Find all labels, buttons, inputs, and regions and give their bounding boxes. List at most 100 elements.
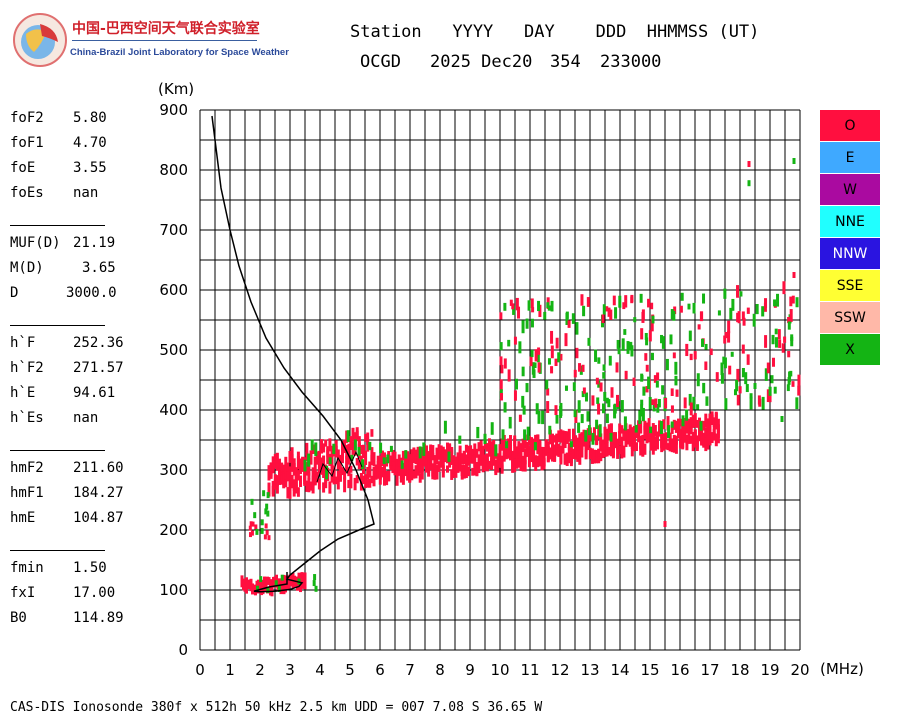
f-layer-o-echo	[517, 455, 521, 468]
f-layer-o-echo	[523, 460, 527, 472]
f-layer-o-echo	[672, 438, 676, 453]
legend-x: X	[820, 334, 880, 365]
f-layer-o-echo	[376, 455, 380, 470]
f-layer-o-echo	[641, 440, 645, 450]
multi-hop-echo	[787, 350, 791, 358]
param-value: 3000.0	[66, 285, 117, 301]
f-layer-o-echo	[441, 446, 445, 457]
f-layer-o-echo	[555, 433, 559, 448]
f-layer-x-echo	[523, 429, 527, 441]
f-layer-o-echo	[437, 461, 441, 472]
multi-hop-echo	[789, 296, 793, 307]
x-tick-label: 20	[790, 661, 809, 679]
multi-hop-echo	[550, 300, 554, 312]
f-layer-o-echo	[653, 424, 657, 437]
f-layer-o-echo	[431, 452, 435, 461]
f-layer-o-echo	[315, 452, 319, 465]
f-layer-o-echo	[687, 433, 691, 444]
f-layer-o-echo	[500, 455, 504, 470]
f-layer-o-echo	[456, 461, 460, 473]
multi-hop-echo	[572, 382, 576, 392]
multi-hop-echo	[692, 302, 696, 314]
f-layer-o-echo	[578, 439, 582, 447]
f-layer-o-echo	[492, 448, 496, 460]
param-label: hmF2	[10, 460, 44, 476]
f-layer-o-echo	[584, 435, 588, 449]
f-layer-x-echo	[537, 410, 541, 424]
f-layer-o-echo	[481, 445, 485, 460]
multi-hop-echo	[736, 394, 740, 406]
f-layer-o-echo	[416, 466, 420, 476]
f-layer-o-echo	[513, 438, 517, 446]
multi-hop-echo	[620, 400, 624, 413]
f-layer-x-echo	[443, 420, 447, 434]
f-layer-o-echo	[282, 480, 286, 489]
f-layer-o-echo	[483, 454, 487, 467]
f-layer-o-echo	[271, 456, 275, 471]
f-layer-o-echo	[366, 441, 370, 452]
f-layer-o-echo	[677, 418, 680, 430]
multi-hop-echo	[581, 391, 585, 398]
f-layer-x-echo	[699, 421, 703, 431]
f-layer-x-echo	[476, 426, 480, 439]
f-layer-o-echo	[584, 444, 588, 458]
multi-hop-echo	[641, 311, 645, 323]
f-layer-o-echo	[563, 453, 567, 465]
f-layer-o-echo	[343, 470, 347, 480]
multi-hop-echo	[789, 309, 793, 322]
multi-hop-echo	[702, 293, 706, 304]
multi-hop-echo	[644, 332, 648, 340]
f-layer-o-echo	[504, 447, 508, 456]
f-layer-o-echo	[383, 471, 386, 486]
param-value: 3.55	[73, 160, 107, 176]
f-layer-o-echo	[452, 455, 456, 465]
sporadic-echo	[265, 503, 269, 510]
f-layer-o-echo	[618, 446, 622, 455]
sporadic-echo	[249, 521, 253, 527]
legend-w: W	[820, 174, 880, 205]
multi-hop-echo	[618, 295, 622, 308]
multi-hop-echo	[530, 349, 534, 358]
lab-logo: 中国-巴西空间天气联合实验室 China-Brazil Joint Labora…	[12, 12, 289, 72]
f-layer-o-echo	[561, 430, 565, 444]
f-layer-o-echo	[278, 463, 281, 472]
f-layer-o-echo	[586, 442, 590, 451]
f-layer-o-echo	[624, 426, 628, 437]
e-layer-x-echo	[266, 586, 270, 593]
x-tick-label: 5	[345, 661, 355, 679]
f-layer-o-echo	[561, 439, 565, 454]
x-tick-label: 12	[550, 661, 569, 679]
f-layer-x-echo	[386, 454, 390, 464]
f-layer-o-echo	[439, 454, 443, 468]
f-layer-o-echo	[567, 442, 571, 451]
multi-hop-echo	[624, 295, 628, 308]
f-layer-o-echo	[578, 450, 582, 465]
f-layer-o-echo	[458, 459, 462, 472]
f-layer-o-echo	[523, 434, 527, 449]
f-layer-x-echo	[303, 459, 307, 472]
multi-hop-echo	[791, 381, 795, 387]
multi-hop-echo	[615, 362, 619, 373]
multi-hop-echo	[550, 366, 554, 374]
f-layer-o-echo	[477, 454, 481, 463]
f-layer-o-echo	[555, 447, 559, 456]
f-layer-o-echo	[322, 443, 326, 453]
multi-hop-echo	[761, 306, 765, 317]
f-layer-o-echo	[536, 455, 540, 468]
f-layer-o-echo	[527, 452, 531, 468]
multi-hop-echo	[778, 339, 782, 348]
multi-hop-echo	[675, 389, 679, 397]
f-layer-o-echo	[595, 435, 599, 446]
f-layer-o-echo	[288, 486, 292, 499]
f-layer-o-echo	[435, 467, 439, 480]
f-layer-o-echo	[530, 437, 533, 450]
multi-hop-echo	[614, 307, 618, 319]
param-label: hmE	[10, 510, 36, 526]
f-layer-o-echo	[275, 484, 279, 494]
multi-hop-echo	[795, 397, 799, 410]
f-layer-o-echo	[458, 445, 462, 454]
multi-hop-echo	[672, 310, 676, 321]
param-label: h`F2	[10, 360, 44, 376]
f-layer-o-echo	[509, 435, 512, 449]
f-layer-o-echo	[616, 446, 620, 459]
